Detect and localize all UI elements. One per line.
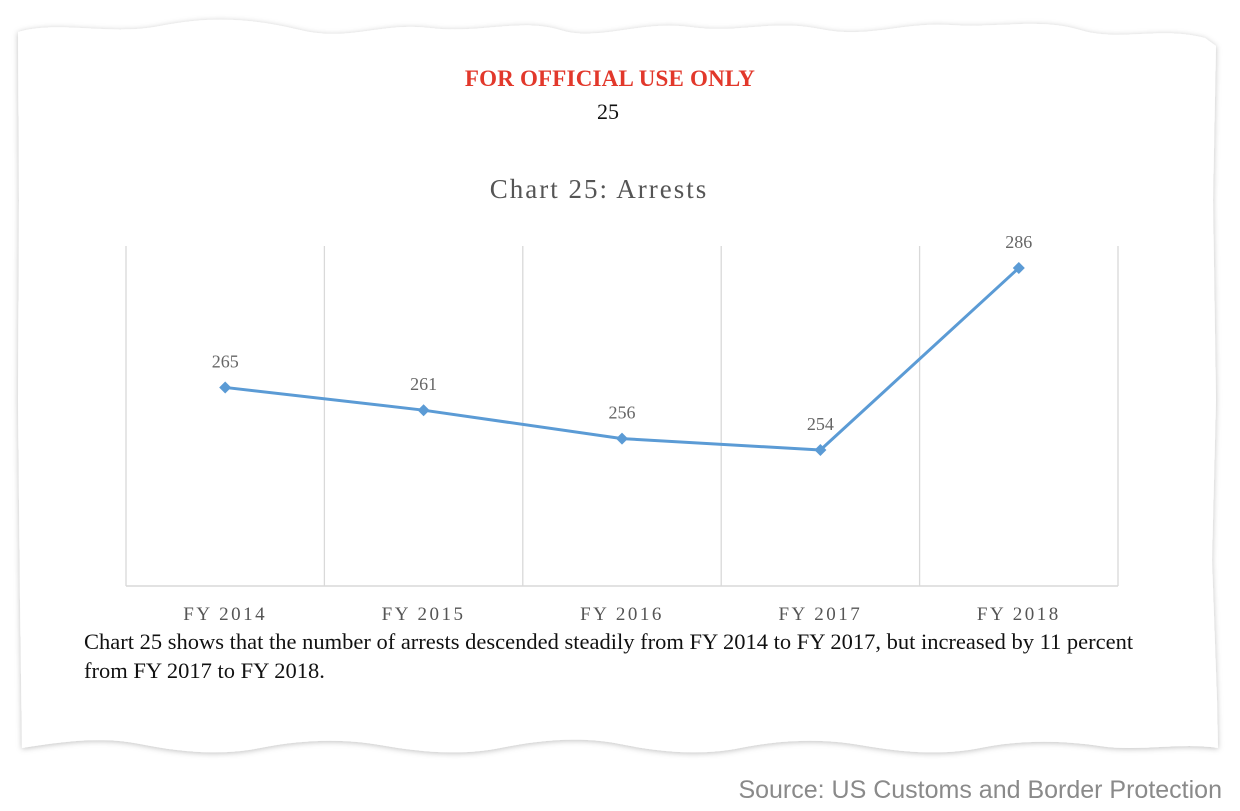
data-point-marker [1012, 262, 1025, 274]
series-line-arrests [225, 266, 1020, 452]
chart-title: Chart 25: Arrests [489, 174, 709, 204]
source-credit: Source: US Customs and Border Protection [738, 776, 1222, 804]
data-label: 286 [1005, 232, 1032, 252]
data-label: 256 [609, 403, 636, 423]
data-label: 254 [807, 414, 834, 434]
page-number: 25 [597, 99, 619, 124]
x-tick-label: FY 2016 [580, 604, 664, 625]
data-label: 261 [410, 374, 437, 394]
x-tick-label: FY 2015 [382, 604, 466, 625]
data-point-marker [219, 381, 232, 394]
data-point-marker [417, 404, 430, 417]
x-tick-label: FY 2018 [977, 604, 1061, 625]
classification-marking: FOR OFFICIAL USE ONLY [464, 66, 756, 91]
chart-caption: Chart 25 shows that the number of arrest… [84, 629, 1134, 683]
x-tick-label: FY 2017 [778, 604, 862, 625]
data-point-marker [616, 432, 628, 445]
data-label: 265 [212, 351, 239, 371]
x-tick-label: FY 2014 [183, 604, 267, 625]
data-point-marker [814, 444, 827, 456]
